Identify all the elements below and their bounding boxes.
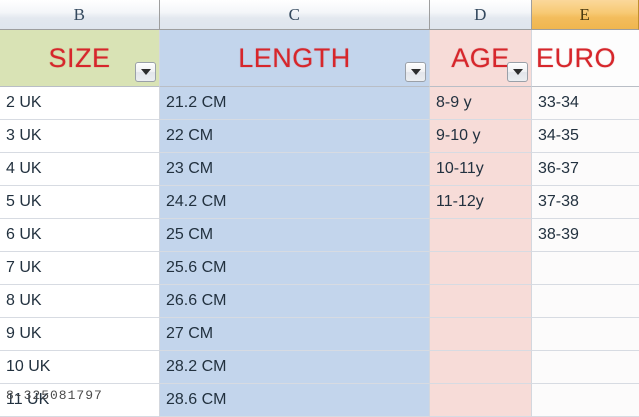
column-header-d[interactable]: D: [430, 0, 532, 30]
cell-size[interactable]: 5 UK: [0, 186, 160, 219]
cell-length[interactable]: 23 CM: [160, 153, 430, 186]
header-label-length: LENGTH: [238, 42, 351, 73]
grid-body: SIZE LENGTH AGE EURO 2 UK 21.2 CM 8-9 y …: [0, 30, 639, 417]
header-label-size: SIZE: [48, 42, 111, 73]
cell-length[interactable]: 28.6 CM: [160, 384, 430, 417]
header-label-age: AGE: [451, 42, 510, 73]
cell-euro[interactable]: 38-39: [532, 219, 639, 252]
cell-euro[interactable]: [532, 384, 639, 417]
column-header-c[interactable]: C: [160, 0, 430, 30]
cell-euro[interactable]: 36-37: [532, 153, 639, 186]
cell-age[interactable]: [430, 252, 532, 285]
table-row: 8 UK 26.6 CM: [0, 285, 639, 318]
table-row: 9 UK 27 CM: [0, 318, 639, 351]
cell-length[interactable]: 24.2 CM: [160, 186, 430, 219]
cell-euro[interactable]: 34-35: [532, 120, 639, 153]
cell-length[interactable]: 27 CM: [160, 318, 430, 351]
column-header-b[interactable]: B: [0, 0, 160, 30]
header-cell-length: LENGTH: [160, 30, 430, 87]
header-label-euro: EURO: [536, 42, 617, 73]
cell-euro[interactable]: 33-34: [532, 87, 639, 120]
chevron-down-icon: [140, 69, 151, 75]
cell-euro[interactable]: [532, 252, 639, 285]
header-cell-size: SIZE: [0, 30, 160, 87]
table-header-row: SIZE LENGTH AGE EURO: [0, 30, 639, 87]
table-row: 5 UK 24.2 CM 11-12y 37-38: [0, 186, 639, 219]
cell-age[interactable]: [430, 351, 532, 384]
cell-euro[interactable]: [532, 351, 639, 384]
table-row: 10 UK 28.2 CM: [0, 351, 639, 384]
cell-size[interactable]: 6 UK: [0, 219, 160, 252]
chevron-down-icon: [410, 69, 421, 75]
cell-size[interactable]: 9 UK: [0, 318, 160, 351]
cell-euro[interactable]: 37-38: [532, 186, 639, 219]
cell-length[interactable]: 25.6 CM: [160, 252, 430, 285]
cell-size[interactable]: 10 UK: [0, 351, 160, 384]
cell-length[interactable]: 25 CM: [160, 219, 430, 252]
cell-length[interactable]: 28.2 CM: [160, 351, 430, 384]
cell-size[interactable]: 7 UK: [0, 252, 160, 285]
column-header-bar: B C D E: [0, 0, 639, 30]
watermark-text: 8-325081797: [6, 388, 103, 403]
cell-age[interactable]: [430, 285, 532, 318]
header-cell-age: AGE: [430, 30, 532, 87]
cell-age[interactable]: [430, 219, 532, 252]
table-row: 6 UK 25 CM 38-39: [0, 219, 639, 252]
cell-length[interactable]: 22 CM: [160, 120, 430, 153]
cell-age[interactable]: 10-11y: [430, 153, 532, 186]
cell-size[interactable]: 8 UK: [0, 285, 160, 318]
table-row: 4 UK 23 CM 10-11y 36-37: [0, 153, 639, 186]
cell-length[interactable]: 26.6 CM: [160, 285, 430, 318]
cell-age[interactable]: [430, 384, 532, 417]
cell-size[interactable]: 4 UK: [0, 153, 160, 186]
cell-age[interactable]: [430, 318, 532, 351]
table-row: 3 UK 22 CM 9-10 y 34-35: [0, 120, 639, 153]
filter-dropdown-icon-age[interactable]: [507, 62, 528, 82]
cell-age[interactable]: 11-12y: [430, 186, 532, 219]
filter-dropdown-icon-size[interactable]: [135, 62, 156, 82]
cell-length[interactable]: 21.2 CM: [160, 87, 430, 120]
column-header-e[interactable]: E: [532, 0, 639, 30]
cell-size[interactable]: 3 UK: [0, 120, 160, 153]
cell-age[interactable]: 9-10 y: [430, 120, 532, 153]
chevron-down-icon: [512, 69, 523, 75]
table-row: 2 UK 21.2 CM 8-9 y 33-34: [0, 87, 639, 120]
filter-dropdown-icon-length[interactable]: [405, 62, 426, 82]
header-cell-euro: EURO: [532, 30, 639, 87]
cell-size[interactable]: 2 UK: [0, 87, 160, 120]
cell-euro[interactable]: [532, 318, 639, 351]
cell-age[interactable]: 8-9 y: [430, 87, 532, 120]
cell-euro[interactable]: [532, 285, 639, 318]
table-row: 7 UK 25.6 CM: [0, 252, 639, 285]
